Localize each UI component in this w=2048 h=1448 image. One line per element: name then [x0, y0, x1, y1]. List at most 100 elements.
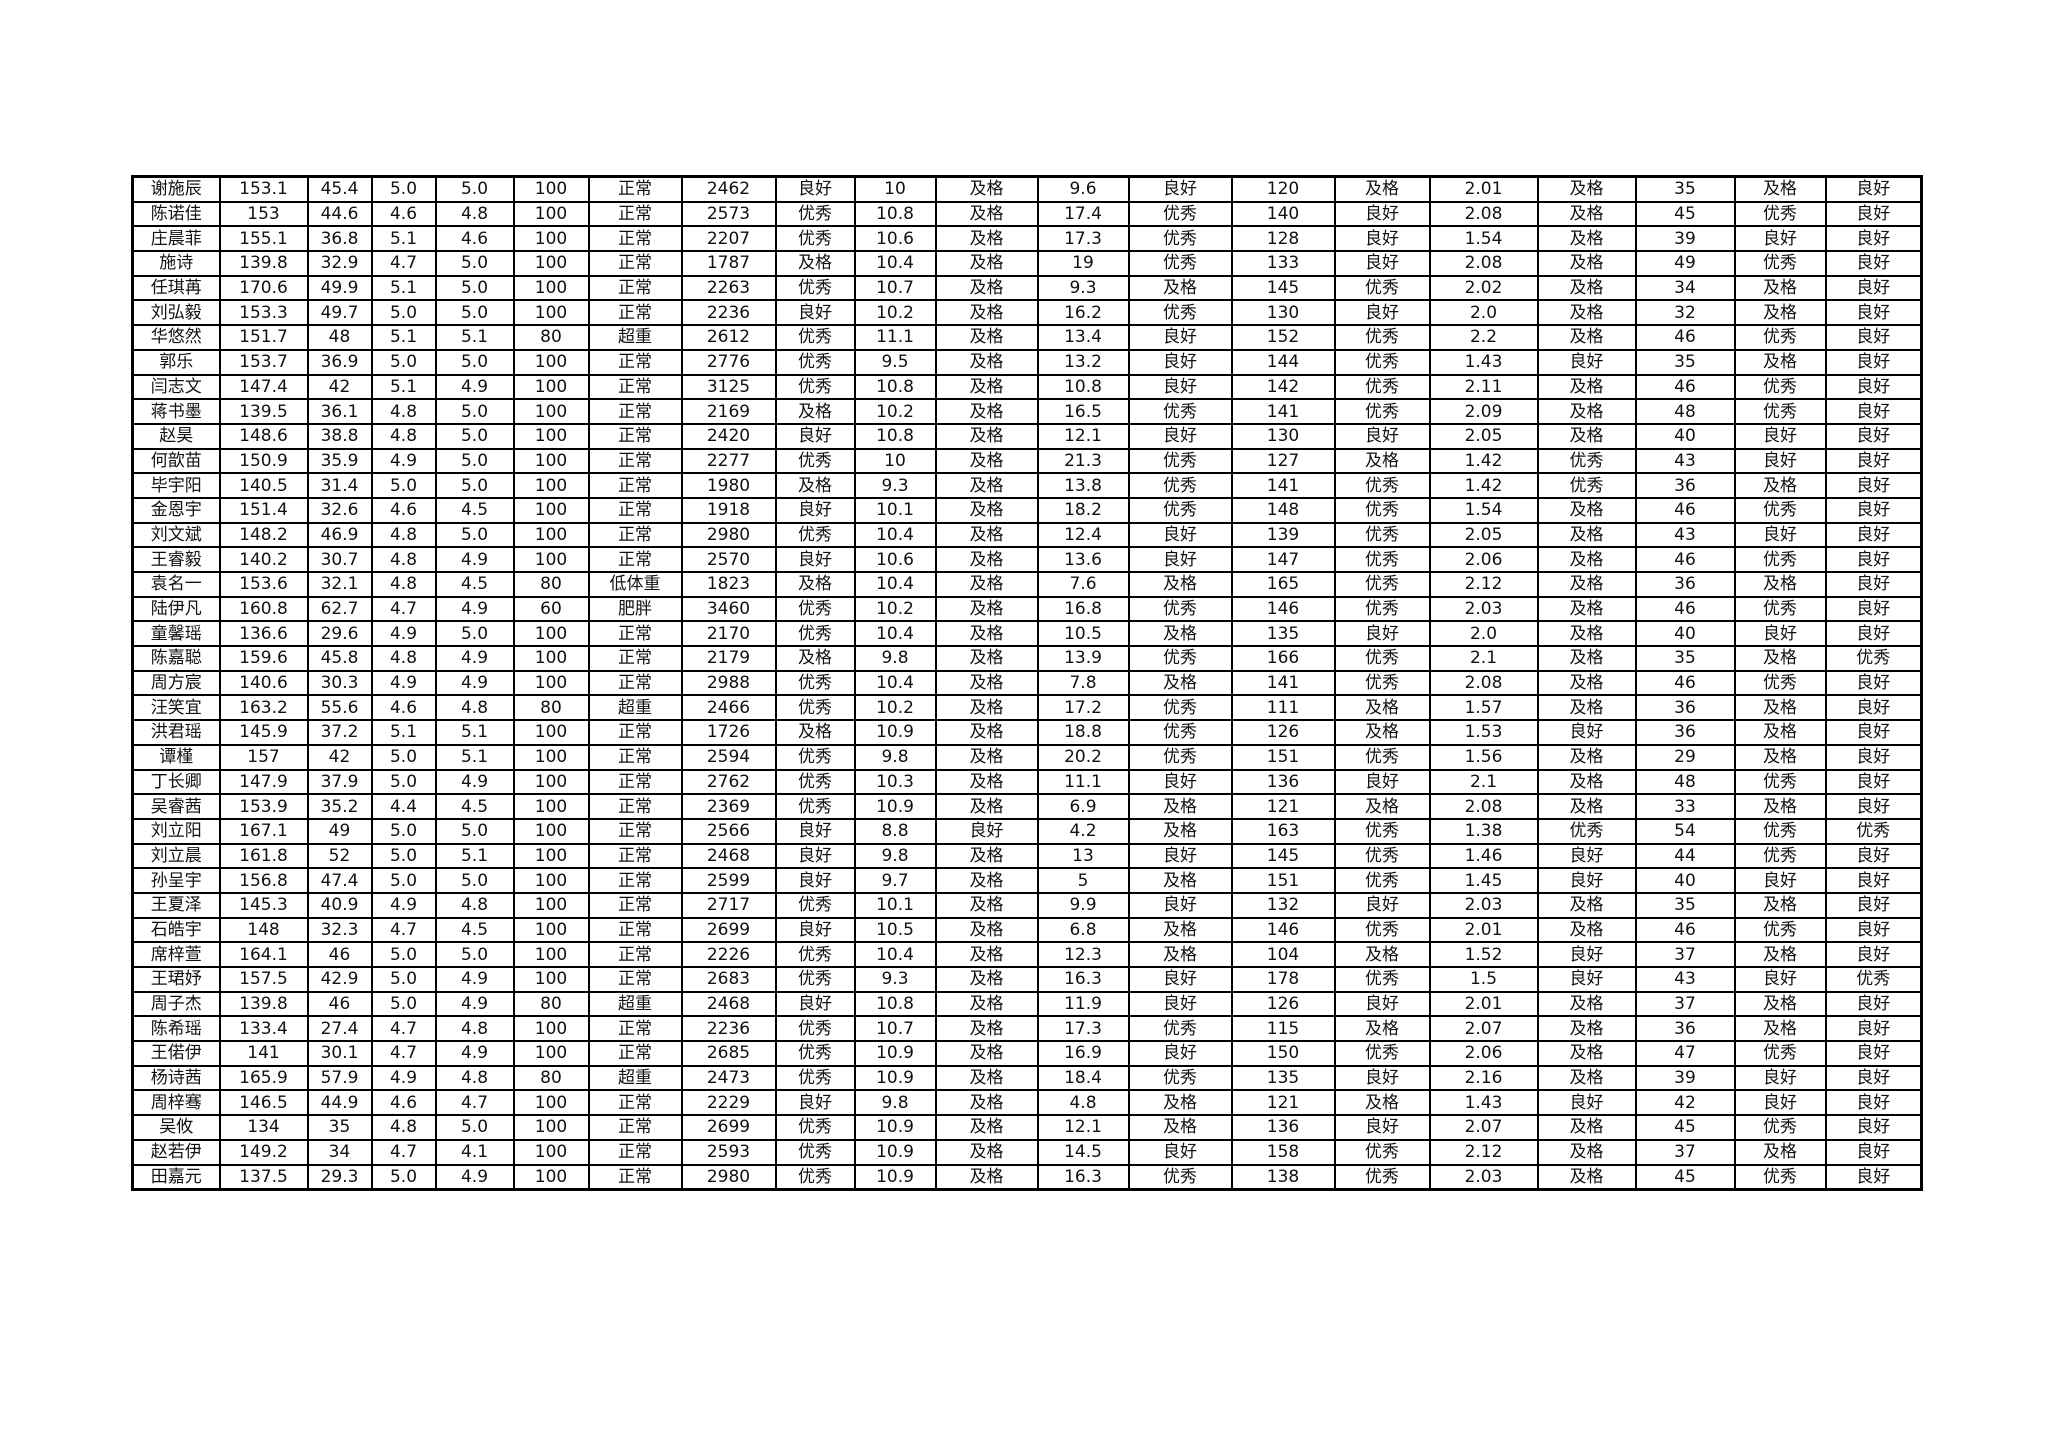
- table-cell: 优秀: [1127, 719, 1233, 746]
- table-cell: 5.0: [370, 175, 437, 203]
- table-cell: 正常: [587, 1138, 683, 1166]
- table-cell: 优秀: [774, 941, 856, 968]
- table-cell: 34: [306, 1138, 373, 1166]
- table-cell: 48: [306, 324, 373, 351]
- table-cell: 正常: [587, 966, 683, 993]
- table-cell: 36.1: [306, 398, 373, 425]
- table-cell: 2473: [680, 1064, 777, 1092]
- student-name-cell: 陈嘉聪: [131, 645, 221, 672]
- table-cell: 9.8: [853, 1089, 937, 1117]
- table-cell: 及格: [934, 620, 1039, 648]
- table-cell: 62.7: [306, 595, 373, 623]
- table-cell: 57.9: [306, 1064, 373, 1092]
- table-cell: 优秀: [774, 1114, 856, 1141]
- table-cell: 4.7: [370, 1040, 437, 1067]
- table-cell: 低体重: [587, 571, 683, 598]
- table-cell: 优秀: [1333, 571, 1431, 598]
- table-cell: 5.1: [370, 719, 437, 746]
- table-cell: 2.08: [1428, 250, 1539, 277]
- table-cell: 良好: [1824, 669, 1923, 697]
- table-cell: 优秀: [1127, 447, 1233, 475]
- table-cell: 及格: [774, 398, 856, 425]
- table-cell: 4.7: [370, 1138, 437, 1166]
- table-cell: 104: [1230, 941, 1336, 968]
- table-cell: 5.0: [370, 817, 437, 845]
- table-cell: 5.0: [434, 817, 515, 845]
- table-cell: 9.8: [853, 743, 937, 771]
- table-cell: 100: [512, 1015, 590, 1043]
- table-cell: 良好: [1333, 422, 1431, 450]
- table-cell: 优秀: [1733, 546, 1827, 573]
- table-cell: 4.4: [370, 793, 437, 820]
- table-cell: 及格: [1536, 1040, 1637, 1067]
- table-cell: 46: [1634, 546, 1736, 573]
- table-cell: 正常: [587, 719, 683, 746]
- table-cell: 良好: [1333, 1064, 1431, 1092]
- table-cell: 163: [1230, 817, 1336, 845]
- table-cell: 1.54: [1428, 225, 1539, 253]
- table-cell: 良好: [1824, 472, 1923, 499]
- table-cell: 128: [1230, 225, 1336, 253]
- table-cell: 2.09: [1428, 398, 1539, 425]
- table-cell: 34: [1634, 274, 1736, 302]
- table-cell: 134: [218, 1114, 309, 1141]
- table-cell: 140: [1230, 200, 1336, 228]
- table-cell: 100: [512, 719, 590, 746]
- table-row: 汪笑宜 163.2 55.6 4.6 4.8 80 超重 2466 优秀 10.2 及格 17.2 优秀…: [131, 694, 1923, 722]
- table-cell: 正常: [587, 225, 683, 253]
- student-name-cell: 蒋书墨: [131, 398, 221, 425]
- table-cell: 16.3: [1036, 966, 1130, 993]
- student-name-cell: 陈希瑶: [131, 1015, 221, 1043]
- table-cell: 及格: [1733, 1138, 1827, 1166]
- table-cell: 及格: [934, 743, 1039, 771]
- table-cell: 及格: [934, 175, 1039, 203]
- table-cell: 2.1: [1428, 645, 1539, 672]
- table-cell: 良好: [1333, 990, 1431, 1018]
- table-cell: 及格: [774, 472, 856, 499]
- table-cell: 及格: [1536, 793, 1637, 820]
- table-cell: 5.1: [434, 743, 515, 771]
- table-cell: 46: [1634, 916, 1736, 944]
- table-cell: 10.8: [853, 990, 937, 1018]
- table-cell: 优秀: [774, 669, 856, 697]
- student-name-cell: 施诗: [131, 250, 221, 277]
- table-cell: 优秀: [774, 447, 856, 475]
- table-cell: 36: [1634, 571, 1736, 598]
- table-cell: 良好: [1824, 299, 1923, 327]
- table-cell: 优秀: [1733, 768, 1827, 796]
- table-cell: 1.52: [1428, 941, 1539, 968]
- table-cell: 49: [1634, 250, 1736, 277]
- table-cell: 100: [512, 645, 590, 672]
- table-cell: 及格: [934, 546, 1039, 573]
- table-cell: 2762: [680, 768, 777, 796]
- table-cell: 36.9: [306, 348, 373, 376]
- table-row: 何歆苗 150.9 35.9 4.9 5.0 100 正常 2277 优秀 10 及格 21.3 优秀 1…: [131, 447, 1923, 475]
- table-cell: 优秀: [1333, 595, 1431, 623]
- table-cell: 32.6: [306, 496, 373, 524]
- table-row: 王偌伊 141 30.1 4.7 4.9 100 正常 2685 优秀 10.9 及格 16.9 良好 1…: [131, 1040, 1923, 1067]
- table-cell: 10.9: [853, 793, 937, 820]
- table-cell: 良好: [1824, 1089, 1923, 1117]
- table-cell: 4.9: [434, 990, 515, 1018]
- table-cell: 4.5: [434, 496, 515, 524]
- table-cell: 5.1: [370, 225, 437, 253]
- table-cell: 3460: [680, 595, 777, 623]
- table-cell: 正常: [587, 891, 683, 919]
- table-cell: 148: [218, 916, 309, 944]
- table-cell: 5.0: [434, 348, 515, 376]
- table-cell: 优秀: [774, 768, 856, 796]
- table-cell: 正常: [587, 274, 683, 302]
- table-cell: 优秀: [1333, 1138, 1431, 1166]
- table-cell: 及格: [934, 941, 1039, 968]
- table-cell: 及格: [1733, 743, 1827, 771]
- table-cell: 及格: [1536, 571, 1637, 598]
- table-cell: 优秀: [774, 1040, 856, 1067]
- table-cell: 10.9: [853, 1163, 937, 1191]
- table-cell: 优秀: [1127, 743, 1233, 771]
- table-cell: 正常: [587, 842, 683, 870]
- table-cell: 4.6: [370, 694, 437, 722]
- table-cell: 144: [1230, 348, 1336, 376]
- table-cell: 100: [512, 447, 590, 475]
- table-cell: 及格: [1733, 891, 1827, 919]
- table-row: 赵昊 148.6 38.8 4.8 5.0 100 正常 2420 良好 10.8 及格 12.1 良好…: [131, 422, 1923, 450]
